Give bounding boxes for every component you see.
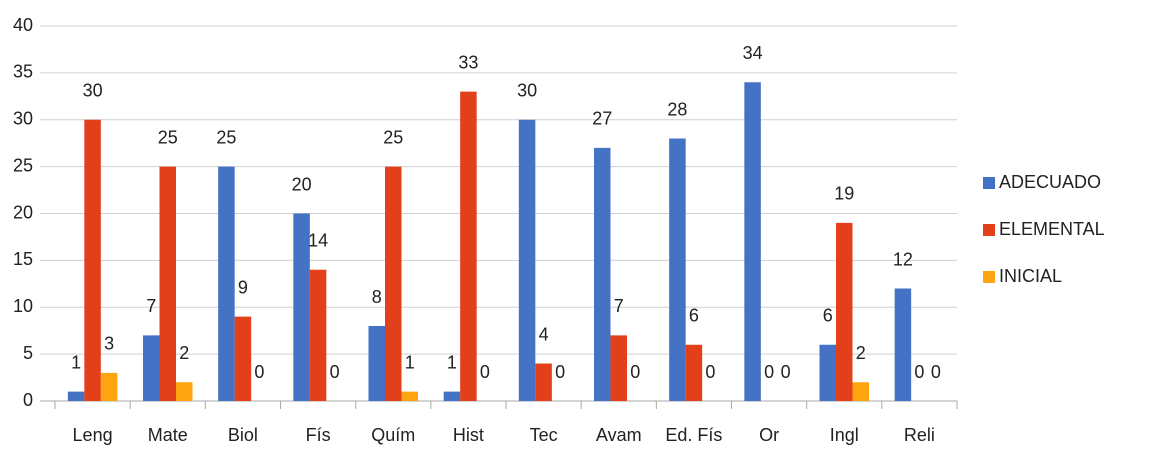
data-label: 20 — [292, 174, 312, 194]
data-label: 0 — [914, 362, 924, 382]
x-tick-label: Tec — [530, 425, 558, 445]
y-tick-label: 30 — [13, 109, 33, 129]
bar — [460, 91, 477, 401]
data-label: 30 — [83, 81, 103, 101]
x-tick-label: Mate — [148, 425, 188, 445]
legend-label: INICIAL — [999, 266, 1062, 286]
data-label: 7 — [614, 296, 624, 316]
data-label: 6 — [689, 306, 699, 326]
bar — [176, 382, 193, 401]
legend-swatch — [983, 177, 995, 189]
x-tick-label: Fís — [306, 425, 331, 445]
bar — [836, 222, 853, 401]
y-tick-label: 15 — [13, 249, 33, 269]
x-tick-label: Reli — [904, 425, 935, 445]
data-label: 34 — [743, 43, 763, 63]
data-label: 2 — [179, 343, 189, 363]
bar — [894, 288, 912, 401]
bar — [443, 391, 461, 401]
bar — [293, 213, 310, 401]
x-tick-label: Ingl — [830, 425, 859, 445]
data-label: 3 — [104, 334, 114, 354]
data-label: 25 — [216, 127, 236, 147]
legend-label: ADECUADO — [999, 172, 1101, 192]
data-label: 19 — [834, 184, 854, 204]
data-label: 9 — [238, 277, 248, 297]
x-tick-label: Hist — [453, 425, 484, 445]
bar — [67, 391, 85, 401]
x-tick-label: Ed. Fís — [665, 425, 722, 445]
data-label: 0 — [630, 362, 640, 382]
data-label: 25 — [383, 127, 403, 147]
legend-swatch — [983, 224, 995, 236]
bar — [218, 166, 235, 401]
data-label: 12 — [893, 249, 913, 269]
bar — [401, 391, 418, 401]
y-tick-label: 0 — [23, 390, 33, 410]
data-label: 14 — [308, 231, 328, 251]
data-label: 1 — [71, 352, 81, 372]
y-tick-label: 20 — [13, 202, 33, 222]
y-tick-label: 35 — [13, 62, 33, 82]
bar — [159, 166, 176, 401]
x-tick-label: Or — [759, 425, 779, 445]
x-tick-label: Avam — [596, 425, 642, 445]
x-tick-label: Quím — [371, 425, 415, 445]
data-label: 30 — [517, 81, 537, 101]
bar — [309, 269, 327, 401]
data-label: 33 — [458, 52, 478, 72]
bar — [594, 147, 611, 401]
data-label: 27 — [592, 109, 612, 129]
bar — [669, 138, 686, 401]
data-label: 28 — [667, 99, 687, 119]
x-tick-label: Leng — [73, 425, 113, 445]
data-label: 2 — [856, 343, 866, 363]
bar — [852, 382, 869, 401]
bar — [143, 335, 160, 401]
bar — [100, 372, 118, 401]
y-tick-label: 10 — [13, 296, 33, 316]
data-label: 0 — [931, 362, 941, 382]
bar — [234, 316, 252, 401]
bar — [535, 363, 552, 401]
data-label: 0 — [555, 362, 565, 382]
data-label: 0 — [764, 362, 774, 382]
data-label: 8 — [372, 287, 382, 307]
data-label: 6 — [823, 306, 833, 326]
bar — [685, 344, 703, 401]
y-tick-label: 5 — [23, 343, 33, 363]
data-label: 7 — [146, 296, 156, 316]
bar — [368, 326, 385, 401]
data-label: 0 — [480, 362, 490, 382]
bar — [84, 119, 101, 401]
data-label: 1 — [405, 352, 415, 372]
y-tick-label: 25 — [13, 155, 33, 175]
x-tick-label: Biol — [228, 425, 258, 445]
bar — [819, 344, 836, 401]
bar — [744, 82, 761, 401]
legend-label: ELEMENTAL — [999, 219, 1105, 239]
y-tick-label: 40 — [13, 15, 33, 35]
data-label: 0 — [330, 362, 340, 382]
legend-swatch — [983, 271, 995, 283]
bar — [385, 166, 402, 401]
data-label: 0 — [781, 362, 791, 382]
bar — [518, 119, 536, 401]
bar — [610, 335, 627, 401]
data-label: 0 — [705, 362, 715, 382]
data-label: 25 — [158, 127, 178, 147]
data-label: 4 — [539, 324, 549, 344]
data-label: 0 — [254, 362, 264, 382]
data-label: 1 — [447, 352, 457, 372]
